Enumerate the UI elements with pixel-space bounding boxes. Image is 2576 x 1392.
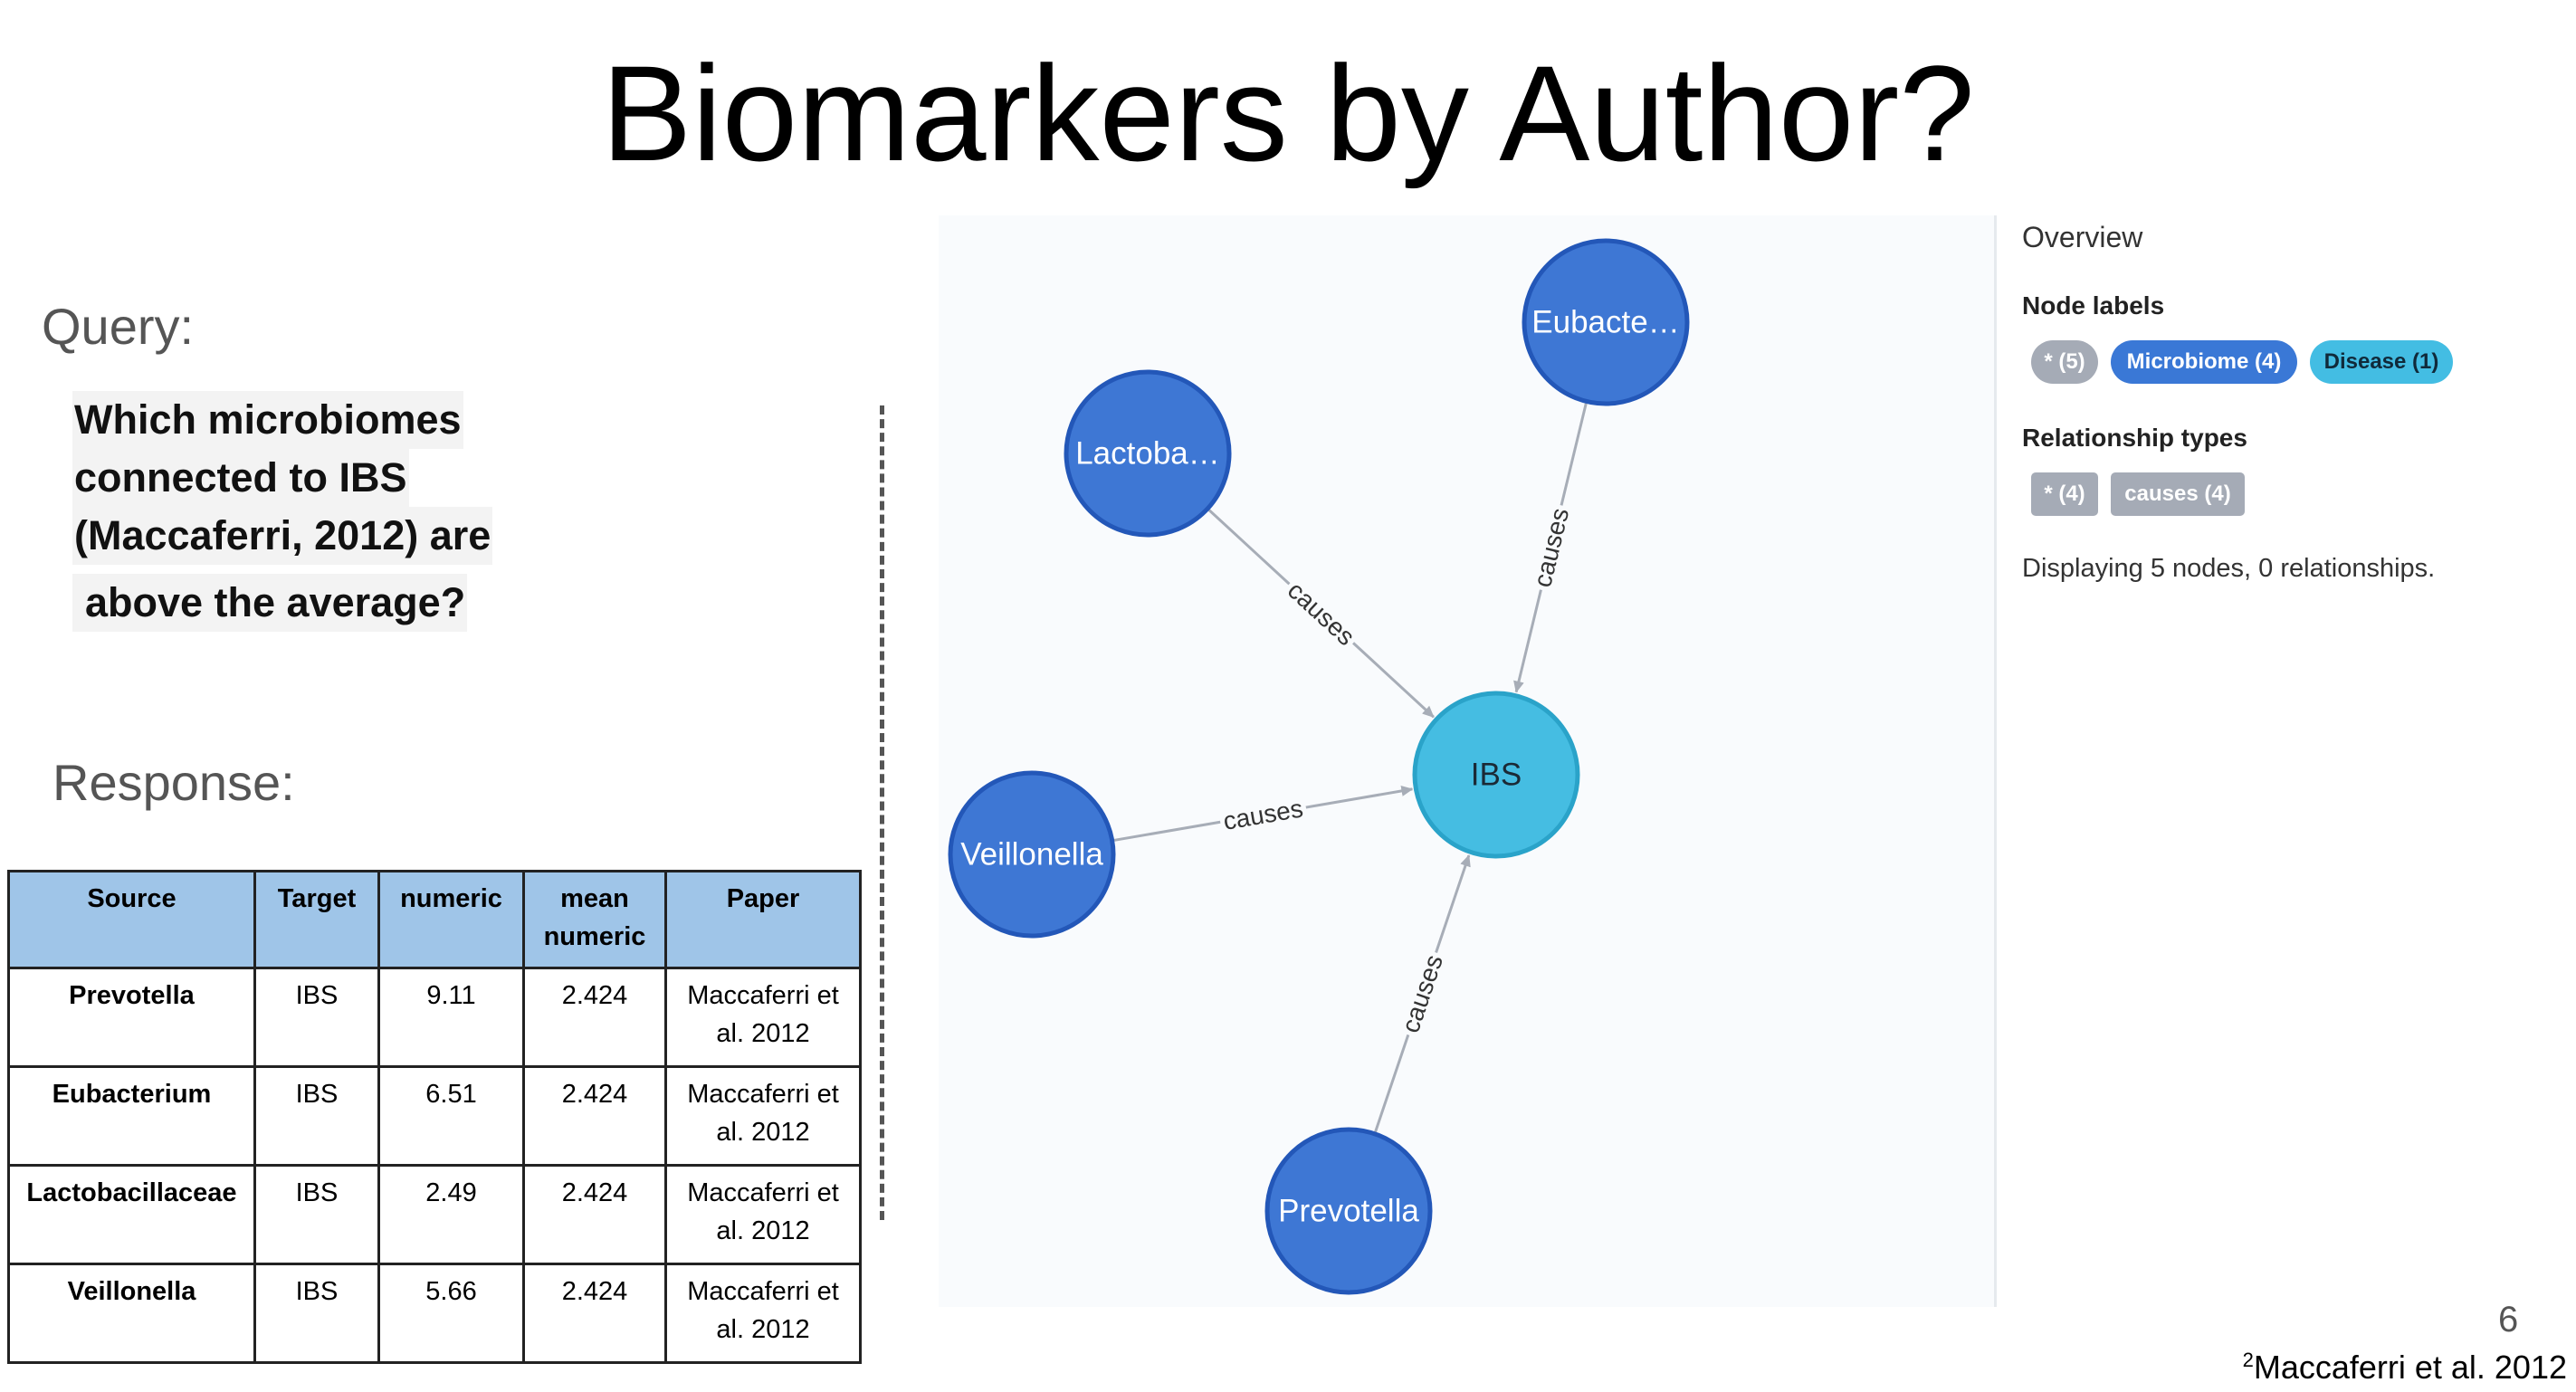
table-row: Prevotella IBS 9.11 2.424 Maccaferri et … [7,967,862,1068]
cell-numeric: 9.11 [377,967,525,1068]
cell-paper: Maccaferri et al. 2012 [664,1065,862,1167]
cell-mean-numeric: 2.424 [522,1164,667,1265]
edge-arrow [1352,642,1435,719]
question-line: connected to IBS [72,449,409,507]
cell-target: IBS [253,1263,380,1364]
cell-paper: Maccaferri et al. 2012 [664,1263,862,1364]
cell-target: IBS [253,967,380,1068]
graph-node-pre[interactable]: Prevotella [1264,1127,1433,1295]
page-number: 6 [2498,1300,2519,1340]
relationship-types-heading: Relationship types [2022,424,2247,452]
edge-line [1374,1034,1410,1133]
cell-source: Eubacterium [7,1065,256,1167]
edge-pre-ibs[interactable]: causes [1374,854,1471,1133]
cell-mean-numeric: 2.424 [522,1065,667,1167]
edge-line [1113,820,1221,842]
table-header-row: Source Target numeric mean numeric Paper [7,870,862,969]
column-header-mean-numeric: mean numeric [522,870,667,969]
graph-svg[interactable]: causes causes causes causes IBS Eubacte… Lact… [939,215,1996,1307]
citation-text: Maccaferri et al. 2012 [2253,1349,2567,1386]
graph-node-eub[interactable]: Eubacte… [1522,238,1690,406]
query-label: Query: [42,298,195,355]
node-label-pill-all[interactable]: * (5) [2031,340,2098,384]
cell-target: IBS [253,1065,380,1167]
citation: 2Maccaferri et al. 2012 [2243,1349,2567,1387]
graph-node-vei[interactable]: Veillonella [948,770,1116,939]
node-labels-heading: Node labels [2022,291,2165,319]
question-line: above the average? [72,574,468,632]
column-header-source: Source [7,870,256,969]
node-circle[interactable] [948,770,1116,939]
table-row: Veillonella IBS 5.66 2.424 Maccaferri et… [7,1263,862,1364]
question-line: Which microbiomes [72,391,463,449]
graph-node-ibs[interactable]: IBS [1412,691,1580,859]
cell-source: Lactobacillaceae [7,1164,256,1265]
edge-label: causes [1396,951,1448,1036]
column-header-numeric: numeric [377,870,525,969]
cell-mean-numeric: 2.424 [522,967,667,1068]
table-row: Eubacterium IBS 6.51 2.424 Maccaferri et… [7,1065,862,1167]
graph-node-lac[interactable]: Lactoba… [1064,369,1232,538]
edge-lac-ibs[interactable]: causes [1207,509,1435,719]
column-header-target: Target [253,870,380,969]
cell-source: Prevotella [7,967,256,1068]
response-table: Source Target numeric mean numeric Paper… [7,870,862,1364]
display-status: Displaying 5 nodes, 0 relationships. [2022,554,2436,583]
node-label-pill-microbiome[interactable]: Microbiome (4) [2111,340,2297,384]
panel-separator [1994,215,1997,1307]
cell-mean-numeric: 2.424 [522,1263,667,1364]
cell-paper: Maccaferri et al. 2012 [664,967,862,1068]
dashed-divider [880,405,884,1220]
cell-numeric: 5.66 [377,1263,525,1364]
node-circle[interactable] [1522,238,1690,406]
node-label-pill-disease[interactable]: Disease (1) [2310,340,2453,384]
node-label: IBS [1471,758,1522,793]
query-question: Which microbiomes connected to IBS (Macc… [72,391,493,632]
table-row: Lactobacillaceae IBS 2.49 2.424 Maccafer… [7,1164,862,1265]
response-label: Response: [52,754,295,811]
node-label: Prevotella [1278,1194,1419,1229]
node-circle[interactable] [1064,369,1232,538]
edge-line [1207,509,1291,586]
node-label: Veillonella [960,837,1103,872]
edge-label: causes [1528,505,1574,590]
cell-target: IBS [253,1164,380,1265]
overview-title: Overview [2022,221,2143,253]
node-circle[interactable] [1412,691,1580,859]
slide-title: Biomarkers by Author? [601,37,1975,189]
edge-arrow [1305,786,1414,809]
graph-canvas[interactable]: causes causes causes causes IBS Eubacte… Lact… [939,215,1996,1307]
question-line: (Maccaferri, 2012) are [72,507,493,565]
node-circle[interactable] [1264,1127,1433,1295]
edge-label: causes [1221,794,1305,835]
edge-eub-ibs[interactable]: causes [1513,403,1588,693]
cell-source: Veillonella [7,1263,256,1364]
edge-arrow [1513,589,1542,693]
citation-superscript: 2 [2242,1349,2254,1371]
relationship-pill-causes[interactable]: causes (4) [2111,472,2245,516]
edge-line [1560,403,1588,506]
cell-numeric: 6.51 [377,1065,525,1167]
edge-arrow [1435,854,1471,953]
edge-vei-ibs[interactable]: causes [1113,786,1414,842]
relationship-pill-all[interactable]: * (4) [2031,472,2098,516]
edge-label: causes [1283,576,1360,651]
column-header-paper: Paper [664,870,862,969]
cell-numeric: 2.49 [377,1164,525,1265]
node-label: Lactoba… [1075,436,1220,472]
node-label: Eubacte… [1531,305,1679,340]
cell-paper: Maccaferri et al. 2012 [664,1164,862,1265]
